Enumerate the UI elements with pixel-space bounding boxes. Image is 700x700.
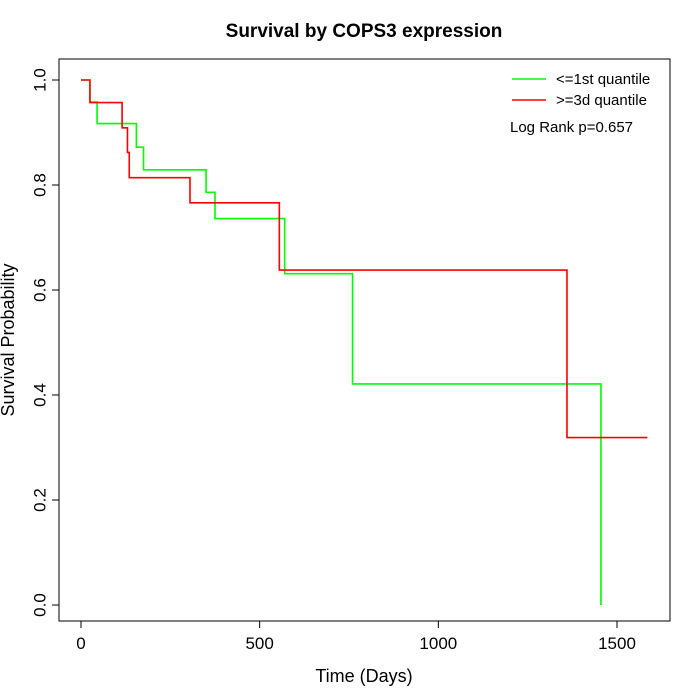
y-tick-label: 0.2	[31, 488, 50, 512]
x-tick-label: 1500	[598, 634, 636, 653]
survival-curve-high-expression	[81, 79, 648, 439]
x-tick-label: 0	[76, 634, 85, 653]
y-tick-label: 1.0	[31, 68, 50, 92]
y-tick-label: 0.6	[31, 278, 50, 302]
series-layer	[81, 79, 648, 605]
legend-label-high-expression: >=3d quantile	[556, 92, 647, 109]
chart-title: Survival by COPS3 expression	[226, 21, 503, 42]
y-axis: 0.0 0.2 0.4 0.6 0.8 1.0	[31, 68, 60, 617]
y-tick-label: 0.4	[31, 383, 50, 407]
legend: <=1st quantile >=3d quantile	[512, 71, 650, 109]
y-tick-label: 0.8	[31, 173, 50, 197]
plot-frame	[58, 58, 671, 622]
x-axis: 0 500 1000 1500	[76, 620, 636, 653]
x-tick-label: 1000	[419, 634, 457, 653]
log-rank-annotation: Log Rank p=0.657	[510, 119, 633, 136]
x-axis-label: Time (Days)	[315, 666, 412, 686]
y-axis-label: Survival Probability	[0, 263, 18, 416]
legend-label-low-expression: <=1st quantile	[556, 71, 650, 88]
y-tick-label: 0.0	[31, 593, 50, 617]
survival-curve-low-expression	[81, 79, 602, 605]
x-tick-label: 500	[245, 634, 273, 653]
